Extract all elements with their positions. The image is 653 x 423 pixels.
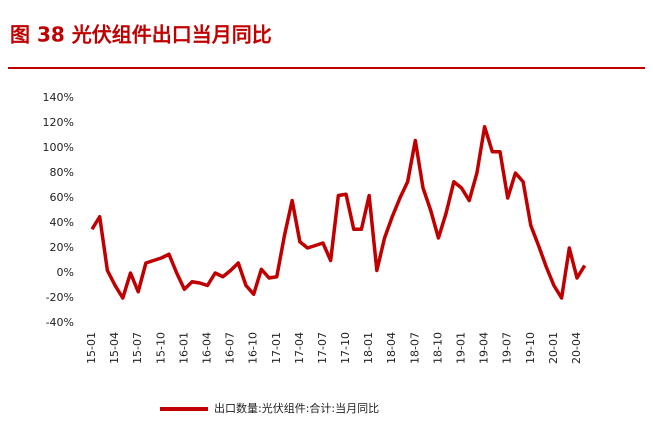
y-tick-label: -40% <box>46 316 74 329</box>
x-tick-label: 17-04 <box>293 332 306 364</box>
x-tick-label: 16-04 <box>200 332 213 364</box>
y-tick-label: 120% <box>43 116 74 129</box>
x-tick-label: 17-01 <box>270 332 283 364</box>
y-tick-label: 20% <box>50 241 74 254</box>
legend-label: 出口数量:光伏组件:合计:当月同比 <box>214 401 379 415</box>
data-line <box>90 125 587 300</box>
x-tick-label: 16-10 <box>247 332 260 364</box>
x-tick-label: 18-10 <box>431 332 444 364</box>
y-tick-label: 0% <box>57 266 74 279</box>
x-tick-label: 15-01 <box>85 332 98 364</box>
x-tick-label: 18-01 <box>362 332 375 364</box>
x-tick-label: 16-01 <box>177 332 190 364</box>
chart-title: 图 38 光伏组件出口当月同比 <box>10 23 272 47</box>
x-tick-label: 19-04 <box>478 332 491 364</box>
x-tick-label: 20-04 <box>570 332 583 364</box>
x-tick-label: 15-04 <box>108 332 121 364</box>
x-tick-label: 19-10 <box>524 332 537 364</box>
x-tick-label: 19-07 <box>501 332 514 364</box>
x-tick-label: 17-10 <box>339 332 352 364</box>
x-tick-label: 15-07 <box>131 332 144 364</box>
y-tick-label: 140% <box>43 91 74 104</box>
y-tick-label: 40% <box>50 216 74 229</box>
y-tick-label: -20% <box>46 291 74 304</box>
y-tick-label: 60% <box>50 191 74 204</box>
x-tick-label: 18-04 <box>385 332 398 364</box>
x-tick-label: 19-01 <box>455 332 468 364</box>
x-tick-label: 16-07 <box>224 332 237 364</box>
y-tick-label: 80% <box>50 166 74 179</box>
x-tick-label: 17-07 <box>316 332 329 364</box>
x-tick-label: 18-07 <box>408 332 421 364</box>
x-tick-label: 15-10 <box>154 332 167 364</box>
x-tick-label: 20-01 <box>547 332 560 364</box>
y-tick-label: 100% <box>43 141 74 154</box>
